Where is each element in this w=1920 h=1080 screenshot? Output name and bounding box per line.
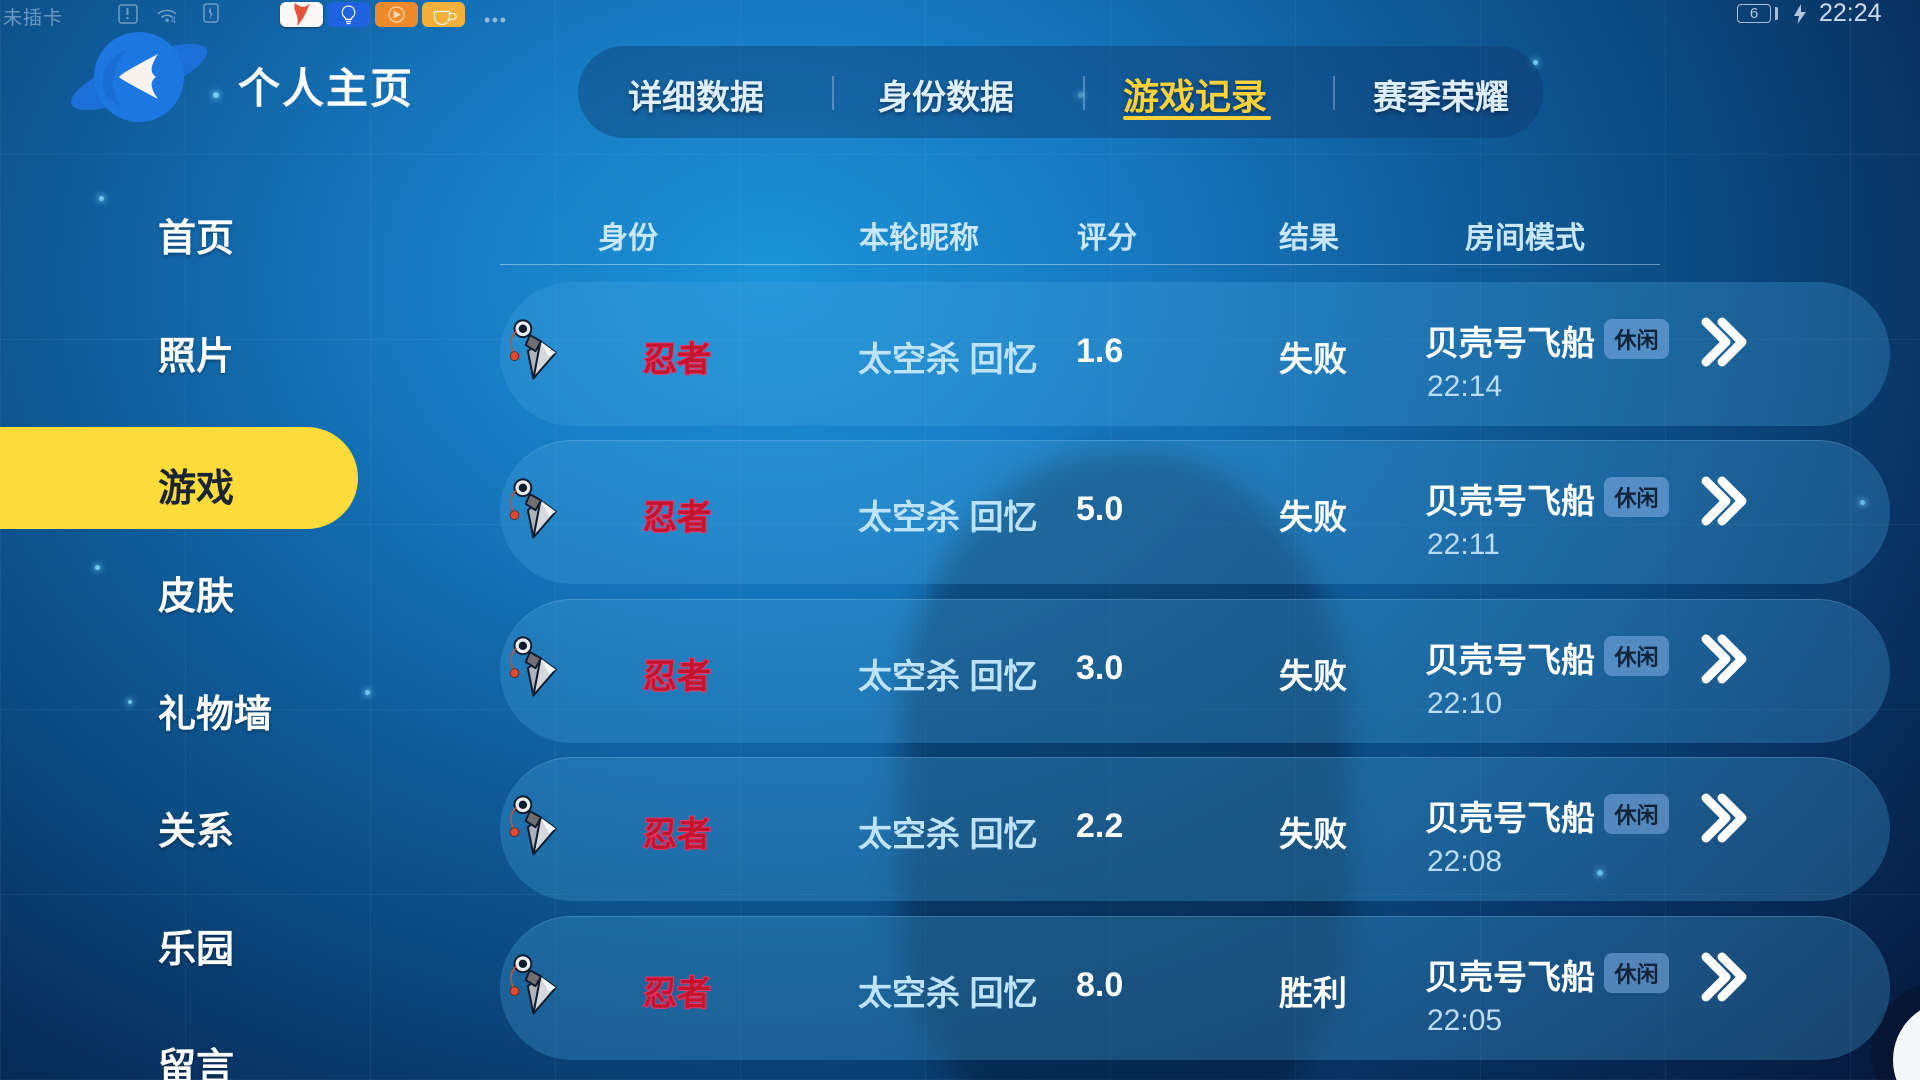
svg-text:4: 4 bbox=[171, 15, 176, 24]
